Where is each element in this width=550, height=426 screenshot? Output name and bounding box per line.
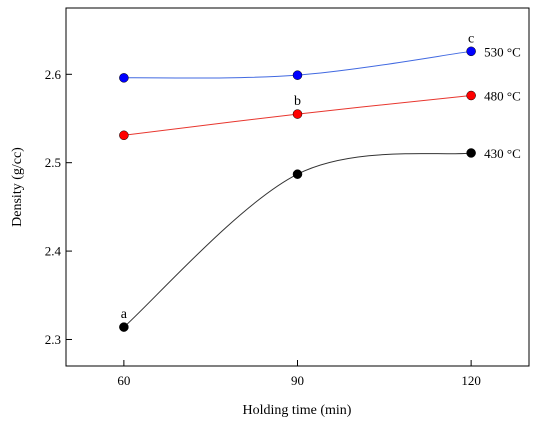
point-annotation: a xyxy=(121,307,128,322)
y-axis-ticks: 2.3 2.4 2.5 2.6 xyxy=(45,67,72,347)
x-tick-label: 90 xyxy=(291,373,304,388)
series-label: 480 °C xyxy=(484,89,521,104)
point-annotation: b xyxy=(294,94,301,109)
data-point xyxy=(292,169,303,179)
data-point xyxy=(119,73,129,83)
x-tick-label: 60 xyxy=(117,373,130,388)
series-labels: 530 °C 480 °C 430 °C xyxy=(484,44,521,161)
data-point xyxy=(119,130,129,141)
plot-frame xyxy=(65,7,530,367)
data-point xyxy=(466,90,476,101)
point-annotations: a b c xyxy=(121,31,474,322)
y-tick-label: 2.5 xyxy=(45,155,61,170)
y-tick-label: 2.4 xyxy=(45,244,62,259)
series-line xyxy=(123,152,472,328)
series-label: 530 °C xyxy=(484,44,521,59)
x-tick-label: 120 xyxy=(461,373,481,388)
y-tick-label: 2.3 xyxy=(45,332,61,347)
y-tick-label: 2.6 xyxy=(45,67,62,82)
y-axis-title: Density (g/cc) xyxy=(10,147,25,227)
data-point xyxy=(119,322,129,332)
x-axis-title: Holding time (min) xyxy=(243,403,352,418)
point-annotation: c xyxy=(468,31,474,46)
series-label: 430 °C xyxy=(484,146,521,161)
data-point xyxy=(292,109,303,119)
series-curves xyxy=(123,50,472,328)
x-axis-ticks: 60 90 120 xyxy=(117,360,481,388)
data-point xyxy=(466,46,476,57)
data-point xyxy=(466,148,476,158)
data-point xyxy=(292,70,303,80)
data-points xyxy=(119,46,476,332)
